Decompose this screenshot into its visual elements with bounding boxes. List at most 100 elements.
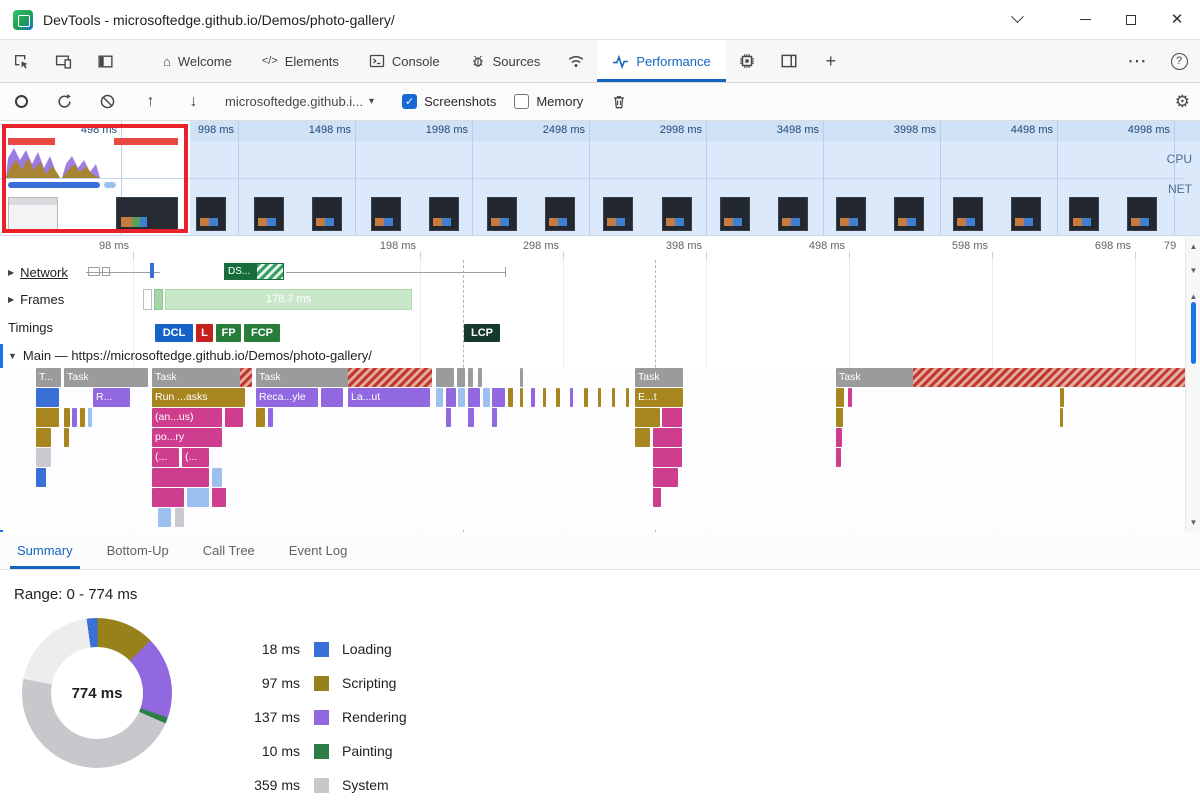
flame-bar[interactable] — [543, 388, 546, 407]
flame-bar[interactable] — [584, 388, 588, 407]
dock-location-chevron-icon[interactable] — [994, 0, 1040, 40]
flame-bar[interactable] — [653, 428, 682, 447]
timing-badge-l[interactable]: L — [196, 324, 213, 342]
tab-welcome[interactable]: ⌂ Welcome — [148, 40, 247, 82]
network-request-bar[interactable] — [102, 267, 110, 276]
filmstrip-thumbnail[interactable] — [894, 197, 925, 231]
flame-bar[interactable]: (an...us) — [152, 408, 222, 427]
flame-bar[interactable]: (... — [152, 448, 179, 467]
flame-bar[interactable] — [836, 448, 841, 467]
flame-bar[interactable]: Task — [152, 368, 240, 387]
history-select[interactable]: microsoftedge.github.i... ▾ — [225, 94, 374, 109]
flame-bar[interactable]: La...ut — [348, 388, 430, 407]
flame-bar[interactable]: po...ry — [152, 428, 222, 447]
flame-bar[interactable]: Task — [256, 368, 348, 387]
flame-bar[interactable] — [321, 388, 343, 407]
minimize-button[interactable] — [1062, 0, 1108, 40]
filmstrip-thumbnail[interactable] — [8, 197, 58, 233]
flame-bar[interactable] — [446, 408, 451, 427]
focus-mode-icon[interactable] — [84, 40, 126, 82]
filmstrip-thumbnail[interactable] — [487, 197, 517, 231]
flame-bar[interactable] — [598, 388, 601, 407]
flame-bar[interactable] — [80, 408, 85, 427]
flame-bar[interactable] — [36, 468, 46, 487]
tab-console[interactable]: Console — [354, 40, 455, 82]
more-options-icon[interactable]: ⋯ — [1127, 50, 1147, 72]
filmstrip-thumbnail[interactable] — [370, 197, 401, 231]
frame-bar[interactable] — [143, 289, 152, 310]
flame-bar[interactable] — [152, 488, 184, 507]
flame-bar[interactable] — [187, 488, 209, 507]
flame-bar[interactable] — [64, 408, 70, 427]
network-request-bar[interactable]: DS... — [224, 263, 284, 280]
flame-bar[interactable] — [520, 368, 523, 387]
flame-bar[interactable] — [152, 468, 209, 487]
network-request-bar[interactable] — [88, 267, 100, 276]
timing-badge-fp[interactable]: FP — [216, 324, 241, 342]
flame-bar[interactable] — [626, 388, 629, 407]
flame-bar[interactable] — [836, 408, 843, 427]
delete-recording-icon[interactable] — [597, 83, 640, 121]
tab-call-tree[interactable]: Call Tree — [202, 543, 255, 558]
main-track-toggle[interactable]: ▼ Main — https://microsoftedge.github.io… — [8, 348, 372, 363]
flame-bar[interactable] — [36, 388, 59, 407]
maximize-button[interactable] — [1108, 0, 1154, 40]
flame-bar[interactable] — [662, 408, 682, 427]
flame-bar[interactable]: Task — [836, 368, 913, 387]
filmstrip-thumbnail[interactable] — [1127, 197, 1158, 231]
flame-bar[interactable] — [520, 388, 523, 407]
device-emulation-icon[interactable] — [42, 40, 84, 82]
flame-bar[interactable] — [256, 408, 265, 427]
timings-track[interactable]: Timings — [8, 320, 53, 335]
flame-bar[interactable] — [36, 428, 51, 447]
network-track-toggle[interactable]: ▶ Network — [8, 265, 68, 280]
scroll-down-icon[interactable]: ▼ — [1189, 266, 1198, 275]
filmstrip-thumbnail[interactable] — [603, 197, 634, 231]
flame-bar[interactable] — [436, 368, 454, 387]
filmstrip-thumbnail[interactable] — [428, 197, 459, 231]
flame-bar[interactable] — [88, 408, 92, 427]
flame-bar[interactable] — [158, 508, 171, 527]
flame-bar[interactable] — [348, 368, 432, 387]
flame-bar[interactable] — [556, 388, 560, 407]
flame-bar[interactable] — [635, 408, 660, 427]
memory-checkbox[interactable] — [514, 94, 530, 109]
timeline-scrollbar[interactable]: ▲ ▼ ▲ ▼ — [1185, 236, 1200, 532]
flame-bar[interactable] — [570, 388, 573, 407]
flame-chart[interactable]: T... Task Task Task Task Task R... Run ...asks R… — [0, 368, 1185, 530]
network-tab-icon[interactable] — [555, 40, 597, 82]
inspect-icon[interactable] — [0, 40, 42, 82]
flame-bar[interactable] — [457, 368, 465, 387]
help-icon[interactable]: ? — [1158, 40, 1200, 82]
flame-bar[interactable] — [492, 408, 497, 427]
filmstrip-thumbnail[interactable] — [1069, 197, 1099, 231]
flame-bar[interactable] — [468, 368, 473, 387]
flame-bar[interactable]: R... — [93, 388, 130, 407]
reload-and-record-button[interactable] — [43, 83, 86, 121]
flame-bar[interactable]: Task — [64, 368, 148, 387]
memory-checkbox-group[interactable]: Memory — [514, 94, 583, 109]
load-profile-icon[interactable]: ↑ — [146, 92, 155, 110]
filmstrip-thumbnail[interactable] — [196, 197, 226, 231]
flame-bar[interactable] — [483, 388, 490, 407]
flame-bar[interactable] — [175, 508, 184, 527]
flame-bar[interactable] — [913, 368, 1185, 387]
flame-bar[interactable]: (... — [182, 448, 209, 467]
flame-bar[interactable] — [436, 388, 443, 407]
timing-badge-fcp[interactable]: FCP — [244, 324, 280, 342]
flame-bar[interactable] — [1060, 408, 1063, 427]
layout-tab-icon[interactable] — [768, 40, 810, 82]
filmstrip-thumbnail[interactable] — [836, 197, 867, 231]
flame-bar[interactable] — [72, 408, 77, 427]
filmstrip-thumbnail[interactable] — [254, 197, 285, 231]
flame-bar[interactable] — [468, 388, 480, 407]
filmstrip-thumbnail[interactable] — [778, 197, 808, 231]
timing-badge-dcl[interactable]: DCL — [155, 324, 193, 342]
network-request-bar[interactable] — [150, 263, 154, 278]
flame-bar[interactable] — [531, 388, 535, 407]
filmstrip-thumbnail[interactable] — [545, 197, 576, 231]
filmstrip-thumbnail[interactable] — [1010, 197, 1041, 231]
flame-bar[interactable] — [36, 448, 51, 467]
filmstrip-thumbnail[interactable] — [661, 197, 692, 231]
flame-bar[interactable] — [446, 388, 456, 407]
